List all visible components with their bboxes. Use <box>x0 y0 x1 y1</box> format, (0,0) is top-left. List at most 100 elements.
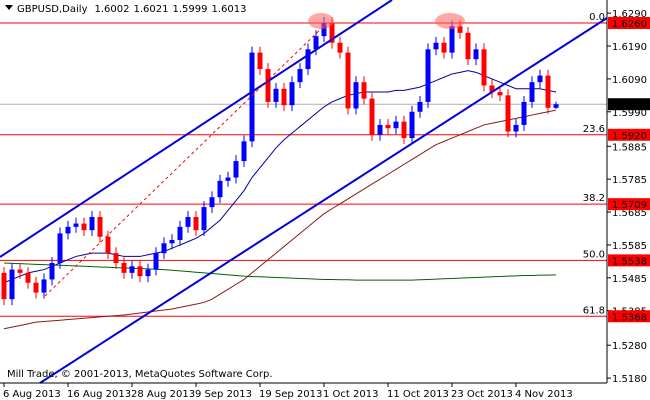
top-highlight <box>308 13 334 29</box>
price-label-bg <box>608 17 650 30</box>
candle-body <box>209 197 215 208</box>
candle-body <box>489 85 495 93</box>
fib-ratio: 61.8 <box>583 305 605 316</box>
candle-body <box>137 266 143 277</box>
candle-body <box>377 124 383 135</box>
candle-body <box>337 42 343 53</box>
candle-body <box>497 92 503 96</box>
candle-body <box>1 272 7 300</box>
current-price-bg <box>608 98 650 111</box>
candle-body <box>33 282 39 293</box>
candle-body <box>329 23 335 43</box>
candle-body <box>401 121 407 139</box>
high: 1.6021 <box>134 4 169 15</box>
candle-body <box>361 82 367 99</box>
candle-body <box>161 243 167 254</box>
candle-body <box>81 223 87 231</box>
candle-body <box>265 69 271 102</box>
candle-body <box>393 121 399 129</box>
channel-lower <box>39 17 608 384</box>
y-tick-label: 1.5180 <box>612 374 647 385</box>
price-label-bg <box>608 198 650 211</box>
candle-body <box>145 269 151 277</box>
x-tick-label: 19 Sep 2013 <box>259 389 322 400</box>
y-tick-label: 1.6290 <box>612 9 647 20</box>
candle-body <box>529 82 535 102</box>
moving-average <box>3 70 557 284</box>
candle-body <box>425 49 431 102</box>
candle-body <box>9 269 15 300</box>
candle-body <box>449 26 455 53</box>
candle-body <box>545 75 551 108</box>
candle-body <box>305 49 311 70</box>
fib-ratio: 38.2 <box>583 193 605 204</box>
menu-icon <box>5 5 13 10</box>
x-tick-label: 1 Oct 2013 <box>323 389 378 400</box>
candle-body <box>241 141 247 162</box>
candle-body <box>433 42 439 50</box>
candle-body <box>121 263 127 273</box>
candle-body <box>505 95 511 132</box>
y-tick-label: 1.5885 <box>612 142 647 153</box>
candle-body <box>281 88 287 106</box>
candle-body <box>65 226 71 234</box>
candle-body <box>257 52 263 70</box>
y-tick-label: 1.5685 <box>612 208 647 219</box>
candle-body <box>185 216 191 227</box>
x-tick-label: 11 Oct 2013 <box>387 389 449 400</box>
y-tick-label: 1.5485 <box>612 274 647 285</box>
candle-body <box>57 233 63 264</box>
fib-ratio: 23.6 <box>583 124 605 135</box>
candle-body <box>297 69 303 83</box>
candle-body <box>441 42 447 53</box>
price-label-bg <box>608 254 650 267</box>
price-label-bg <box>608 128 650 141</box>
candle-body <box>353 82 359 109</box>
current-price-label: 1.6013 <box>612 100 647 111</box>
candle-body <box>273 88 279 102</box>
chart-header: GBPUSD,Daily 1.6002 1.6021 1.5999 1.6013 <box>17 4 247 15</box>
candle-body <box>457 26 463 33</box>
price-label-bg <box>608 310 650 323</box>
candle-body <box>385 124 391 129</box>
y-tick-label: 1.5280 <box>612 341 647 352</box>
candle-body <box>553 104 559 108</box>
fib-ratio: 50.0 <box>583 249 605 260</box>
price-label: 1.5709 <box>612 200 647 211</box>
overlay: 1.6290 1.6190 1.6090 1.5990 1.5885 1.5785 1.56… <box>3 9 650 400</box>
candle-body <box>481 49 487 86</box>
low: 1.5999 <box>173 4 208 15</box>
price-label: 1.5920 <box>612 131 647 142</box>
x-tick-label: 4 Nov 2013 <box>515 389 573 400</box>
candle-body <box>321 23 327 37</box>
candle-body <box>473 49 479 60</box>
top-highlight <box>435 13 465 29</box>
trend-lines <box>0 0 608 384</box>
candle-body <box>113 253 119 264</box>
y-tick-label: 1.6090 <box>612 75 647 86</box>
candle-body <box>313 36 319 50</box>
candle-body <box>417 101 423 112</box>
candle-body <box>17 269 23 273</box>
moving-average <box>3 262 557 281</box>
symbol: GBPUSD,Daily <box>17 4 88 15</box>
candle-body <box>233 161 239 178</box>
x-tick-label: 16 Aug 2013 <box>67 389 131 400</box>
candle-body <box>289 82 295 106</box>
candle-body <box>129 266 135 273</box>
candle-body <box>201 207 207 231</box>
price-label: 1.6260 <box>612 19 647 30</box>
candle-body <box>89 216 95 231</box>
candle-body <box>73 223 79 227</box>
x-tick-label: 9 Sep 2013 <box>195 389 252 400</box>
candle-body <box>49 263 55 280</box>
candle-body <box>97 216 103 237</box>
candle-body <box>217 180 223 198</box>
y-tick-label: 1.6190 <box>612 42 647 53</box>
x-tick-label: 23 Oct 2013 <box>451 389 513 400</box>
candle-body <box>105 236 111 254</box>
candle-body <box>153 253 159 270</box>
fib-ratio: 0.0 <box>589 12 605 23</box>
candle-body <box>169 239 175 244</box>
candle-body <box>521 101 527 125</box>
